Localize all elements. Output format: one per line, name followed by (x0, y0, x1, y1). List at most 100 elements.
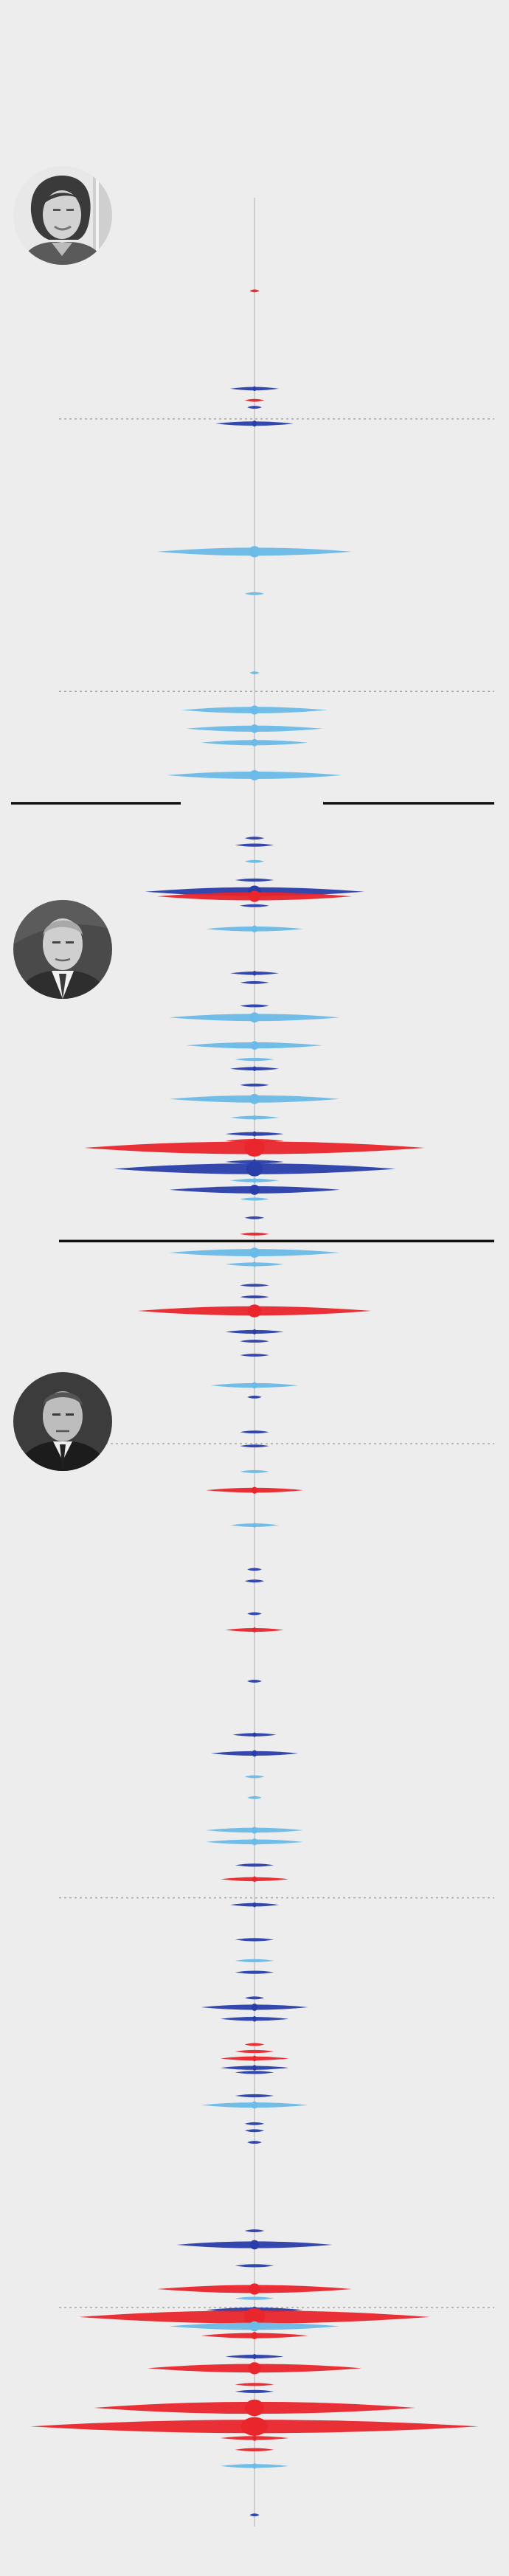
event-mark (235, 1970, 274, 1974)
event-mark (247, 1796, 262, 1799)
portrait-temer (13, 900, 112, 999)
event-mark (244, 2129, 265, 2133)
event-core (246, 1161, 263, 1177)
event-mark (235, 2264, 274, 2268)
event-core (244, 2399, 265, 2417)
event-mark (235, 1863, 274, 1867)
event-core (252, 971, 257, 976)
event-core (251, 2101, 258, 2109)
event-core (249, 890, 260, 902)
event-core (252, 420, 257, 427)
portrait-temer-icon (13, 900, 112, 999)
event-core (252, 1178, 257, 1183)
event-core (252, 1131, 257, 1137)
event-mark (244, 859, 265, 863)
event-core (252, 2435, 257, 2441)
event-core (252, 1902, 257, 1908)
event-core (252, 1627, 257, 1633)
event-mark (235, 2383, 274, 2386)
event-core (252, 1523, 257, 1528)
event-mark (235, 878, 274, 882)
event-mark (240, 1197, 269, 1201)
event-mark (244, 398, 265, 402)
event-mark (247, 406, 262, 409)
event-mark (235, 2296, 274, 2300)
event-mark (249, 2513, 260, 2517)
event-mark (244, 592, 265, 595)
portrait-bolsonaro-icon (13, 1372, 112, 1471)
event-mark (235, 843, 274, 847)
event-mark (244, 1775, 265, 1779)
event-mark (244, 2122, 265, 2125)
event-core (252, 1750, 257, 1757)
event-core (252, 2354, 257, 2360)
event-core (252, 1261, 257, 1267)
event-core (249, 1185, 260, 1195)
event-mark (244, 837, 265, 840)
event-core (252, 2055, 257, 2062)
event-mark (240, 980, 269, 984)
portrait-dilma-icon (13, 166, 112, 265)
event-core (248, 2362, 261, 2375)
event-mark (240, 1430, 269, 1434)
event-core (252, 1486, 257, 1494)
event-core (252, 925, 257, 932)
event-core (252, 386, 257, 392)
event-core (252, 2463, 257, 2469)
event-core (240, 2417, 269, 2436)
event-core (244, 1139, 265, 1157)
event-mark (244, 1216, 265, 1219)
event-mark (247, 1568, 262, 1571)
event-mark (235, 2094, 274, 2098)
event-mark (240, 1083, 269, 1087)
event-mark (235, 2448, 274, 2451)
event-mark (240, 904, 269, 907)
event-core (249, 1093, 260, 1104)
event-core (252, 2065, 257, 2071)
event-core (252, 1066, 257, 1071)
event-core (252, 1827, 257, 1834)
event-core (247, 1304, 262, 1318)
event-mark (240, 1469, 269, 1473)
event-core (250, 705, 259, 715)
event-mark (240, 1004, 269, 1008)
event-mark (249, 671, 260, 674)
event-core (243, 2307, 266, 2327)
event-core (249, 546, 260, 558)
event-mark (244, 2229, 265, 2233)
event-mark (235, 2389, 274, 2394)
event-mark (247, 2141, 262, 2144)
event-core (252, 1732, 257, 1737)
event-core (251, 2004, 258, 2011)
event-core (250, 1041, 259, 1050)
event-mark (240, 1295, 269, 1299)
event-mark (240, 1354, 269, 1357)
event-core (249, 2321, 260, 2332)
event-mark (240, 1232, 269, 1236)
portrait-dilma (13, 166, 112, 265)
event-mark (247, 1680, 262, 1683)
event-mark (249, 289, 260, 293)
event-core (249, 1012, 260, 1023)
event-mark (244, 1579, 265, 1583)
event-mark (240, 1284, 269, 1287)
event-mark (235, 2049, 274, 2054)
event-mark (247, 1612, 262, 1616)
event-core (251, 738, 258, 747)
event-core (252, 2015, 257, 2022)
event-core (249, 2240, 260, 2250)
event-core (252, 1115, 257, 1121)
event-core (249, 1247, 260, 1258)
event-mark (247, 1395, 262, 1399)
event-mark (235, 1959, 274, 1962)
event-core (250, 724, 259, 733)
event-mark (244, 1996, 265, 2000)
event-core (252, 1329, 257, 1334)
event-core (252, 1382, 257, 1389)
event-mark (235, 1057, 274, 1062)
event-core (252, 1876, 257, 1883)
event-core (249, 769, 260, 780)
portrait-bolsonaro (13, 1372, 112, 1471)
event-mark (244, 2043, 265, 2046)
